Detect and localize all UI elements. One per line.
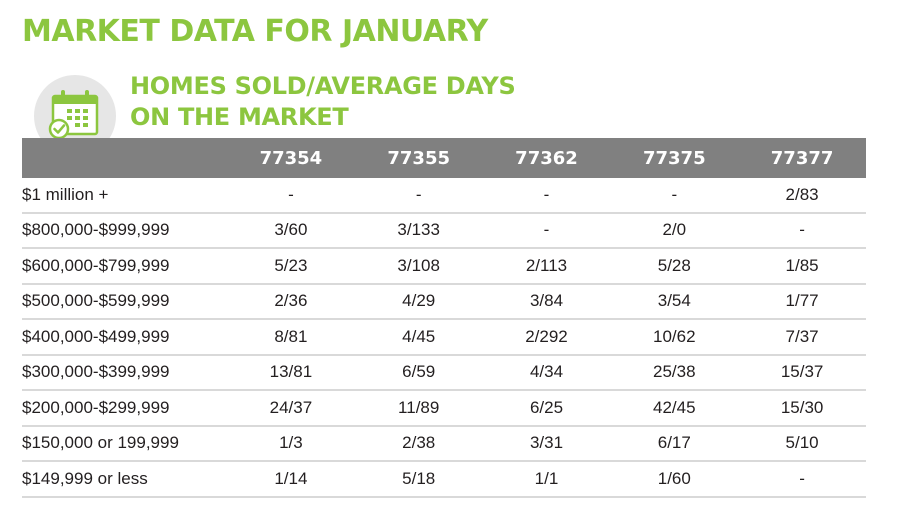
table-cell: 3/84 <box>482 283 611 320</box>
table-cell: - <box>482 212 611 249</box>
table-cell: 11/89 <box>354 390 483 427</box>
table-cell: 6/25 <box>482 390 611 427</box>
calendar-check-icon <box>33 74 117 158</box>
table-cell: 5/18 <box>354 461 483 498</box>
table-cell: 5/28 <box>610 248 739 285</box>
column-header-zip: 77355 <box>387 147 450 169</box>
price-range-cell: $200,000-$299,999 <box>22 390 227 427</box>
price-range-cell: $1 million + <box>22 178 227 214</box>
table-cell: 8/81 <box>227 319 355 356</box>
table-cell: 25/38 <box>610 354 739 391</box>
price-range-cell: $150,000 or 199,999 <box>22 425 227 462</box>
table-cell: 24/37 <box>227 390 355 427</box>
column-header-zip: 77375 <box>642 147 706 169</box>
table-cell: 5/10 <box>738 425 866 462</box>
table-cell: 15/30 <box>738 390 866 427</box>
section-heading-line1: HOMES SOLD/AVERAGE DAYS <box>130 72 516 100</box>
table-cell: 2/113 <box>482 248 611 285</box>
table-cell: 4/45 <box>354 319 483 356</box>
table-cell: 4/34 <box>482 354 611 391</box>
table-row: $149,999 or less 1/14 5/18 1/1 1/60 - <box>22 461 866 498</box>
table-cell: 42/45 <box>610 390 739 427</box>
table-cell: 3/31 <box>482 425 611 462</box>
page-title: MARKET DATA FOR JANUARY <box>22 14 488 49</box>
price-range-cell: $400,000-$499,999 <box>22 319 227 356</box>
price-range-cell: $300,000-$399,999 <box>22 354 227 391</box>
section-heading-line2: ON THE MARKET <box>130 103 349 131</box>
column-header-price-range <box>22 138 227 178</box>
price-range-cell: $500,000-$599,999 <box>22 283 227 320</box>
table-cell: 13/81 <box>227 354 355 391</box>
table-row: $500,000-$599,999 2/36 4/29 3/84 3/54 1/… <box>22 283 866 320</box>
table-row: $200,000-$299,999 24/37 11/89 6/25 42/45… <box>22 390 866 427</box>
price-range-cell: $800,000-$999,999 <box>22 212 227 249</box>
table-cell: - <box>354 178 483 214</box>
table-cell: 5/23 <box>227 248 355 285</box>
table-cell: 3/60 <box>227 212 355 249</box>
table-cell: - <box>227 178 355 214</box>
table-cell: 1/14 <box>227 461 355 498</box>
table-cell: 2/38 <box>354 425 483 462</box>
table-cell: 2/83 <box>738 178 866 214</box>
table-cell: - <box>482 178 611 214</box>
price-range-cell: $600,000-$799,999 <box>22 248 227 285</box>
table-cell: 2/36 <box>227 283 355 320</box>
price-range-cell: $149,999 or less <box>22 461 227 498</box>
table-cell: 3/133 <box>354 212 483 249</box>
column-header-zip: 77362 <box>515 147 578 169</box>
table-cell: 1/1 <box>482 461 611 498</box>
table-row: $1 million + - - - - 2/83 <box>22 178 866 214</box>
table-row: $800,000-$999,999 3/60 3/133 - 2/0 - <box>22 212 866 249</box>
table-cell: 2/0 <box>610 212 739 249</box>
table-row: $400,000-$499,999 8/81 4/45 2/292 10/62 … <box>22 319 866 356</box>
table-cell: 15/37 <box>738 354 866 391</box>
market-data-table: 77354 77355 77362 77375 77377 $1 million… <box>22 138 866 498</box>
table-cell: 1/3 <box>227 425 355 462</box>
table-cell: 10/62 <box>610 319 739 356</box>
table-cell: 1/77 <box>738 283 866 320</box>
table-cell: 6/17 <box>610 425 739 462</box>
column-header-zip: 77354 <box>259 147 323 169</box>
table-cell: 3/54 <box>610 283 739 320</box>
table-cell: - <box>738 212 866 249</box>
table-row: $600,000-$799,999 5/23 3/108 2/113 5/28 … <box>22 248 866 285</box>
table-header-row: 77354 77355 77362 77375 77377 <box>22 138 866 178</box>
table-cell: - <box>610 178 739 214</box>
column-header-zip: 77377 <box>770 147 834 169</box>
table-cell: 1/85 <box>738 248 866 285</box>
table-cell: 2/292 <box>482 319 611 356</box>
table-cell: 7/37 <box>738 319 866 356</box>
table-cell: 6/59 <box>354 354 483 391</box>
table-cell: 4/29 <box>354 283 483 320</box>
table-cell: 1/60 <box>610 461 739 498</box>
table-cell: - <box>738 461 866 498</box>
table-row: $150,000 or 199,999 1/3 2/38 3/31 6/17 5… <box>22 425 866 462</box>
table-row: $300,000-$399,999 13/81 6/59 4/34 25/38 … <box>22 354 866 391</box>
section-heading: HOMES SOLD/AVERAGE DAYS ON THE MARKET <box>130 71 516 133</box>
table-cell: 3/108 <box>354 248 483 285</box>
